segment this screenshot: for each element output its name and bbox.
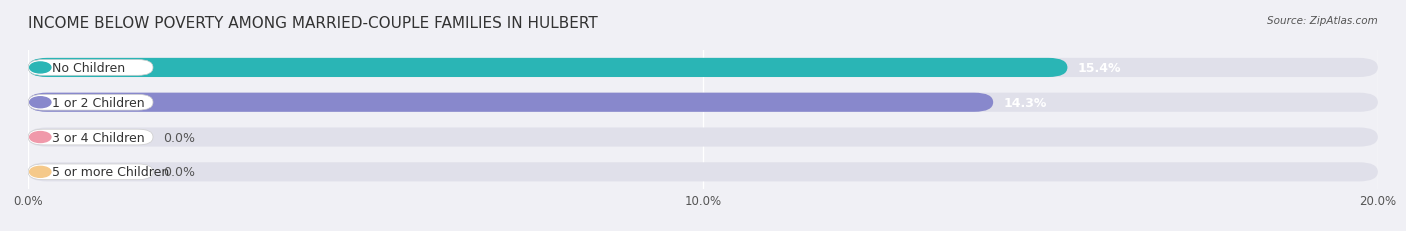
FancyBboxPatch shape bbox=[28, 93, 1378, 112]
FancyBboxPatch shape bbox=[28, 164, 153, 180]
FancyBboxPatch shape bbox=[28, 93, 993, 112]
Text: 0.0%: 0.0% bbox=[163, 166, 195, 179]
Text: 3 or 4 Children: 3 or 4 Children bbox=[52, 131, 145, 144]
FancyBboxPatch shape bbox=[28, 59, 1378, 78]
Circle shape bbox=[30, 63, 51, 74]
Text: 1 or 2 Children: 1 or 2 Children bbox=[52, 96, 145, 109]
Text: Source: ZipAtlas.com: Source: ZipAtlas.com bbox=[1267, 16, 1378, 26]
Text: 0.0%: 0.0% bbox=[163, 131, 195, 144]
Text: No Children: No Children bbox=[52, 62, 125, 75]
Text: INCOME BELOW POVERTY AMONG MARRIED-COUPLE FAMILIES IN HULBERT: INCOME BELOW POVERTY AMONG MARRIED-COUPL… bbox=[28, 16, 598, 31]
FancyBboxPatch shape bbox=[28, 128, 1378, 147]
Text: 14.3%: 14.3% bbox=[1004, 96, 1046, 109]
FancyBboxPatch shape bbox=[28, 163, 1378, 182]
Text: 15.4%: 15.4% bbox=[1077, 62, 1121, 75]
FancyBboxPatch shape bbox=[28, 95, 153, 111]
Circle shape bbox=[30, 97, 51, 108]
Text: 5 or more Children: 5 or more Children bbox=[52, 166, 170, 179]
Circle shape bbox=[30, 132, 51, 143]
FancyBboxPatch shape bbox=[28, 130, 153, 145]
FancyBboxPatch shape bbox=[28, 60, 153, 76]
Circle shape bbox=[30, 167, 51, 178]
FancyBboxPatch shape bbox=[28, 59, 1067, 78]
